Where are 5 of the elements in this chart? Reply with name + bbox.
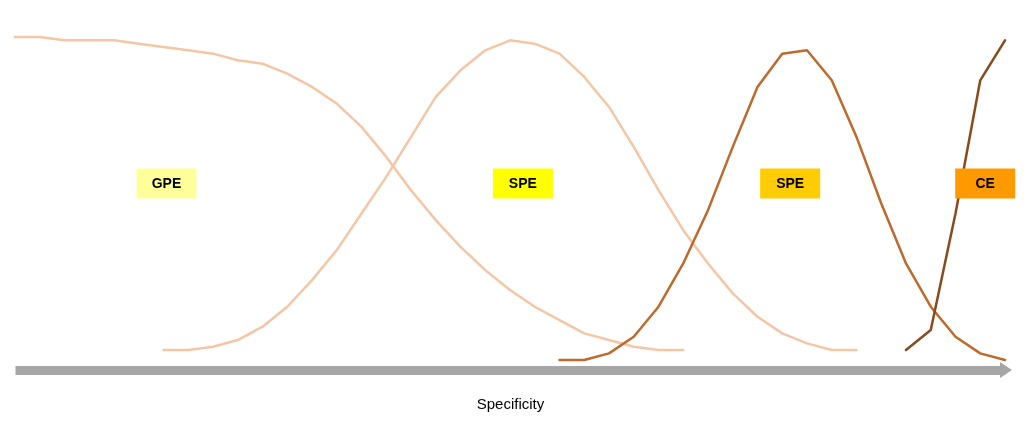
annotation: CE [975, 174, 995, 191]
annotation: GPE [151, 174, 182, 191]
annotation: SPE [508, 174, 537, 191]
annotation: SPE [776, 174, 805, 191]
x-axis-title: Specificity [476, 394, 545, 412]
